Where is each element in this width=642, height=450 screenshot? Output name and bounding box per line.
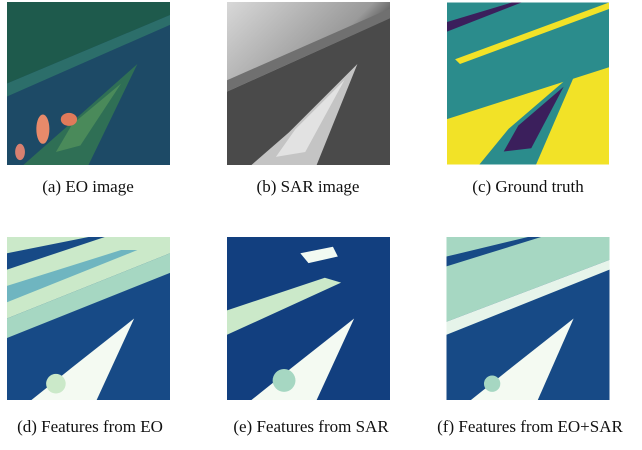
figure: (a) EO image (b) SAR image (c) Ground tr… — [0, 0, 642, 445]
caption: (c) Ground truth — [472, 177, 584, 196]
ground-truth-image — [447, 3, 609, 165]
caption: (a) EO image — [42, 177, 134, 196]
fused-features-image — [447, 237, 610, 400]
caption: (e) Features from SAR — [233, 417, 389, 436]
sar-image — [227, 2, 390, 165]
caption: (b) SAR image — [257, 177, 360, 196]
eo-image — [7, 2, 170, 165]
caption: (f) Features from EO+SAR — [437, 417, 623, 436]
sar-features-image — [227, 237, 390, 400]
caption: (d) Features from EO — [17, 417, 163, 436]
eo-features-image — [7, 237, 170, 400]
